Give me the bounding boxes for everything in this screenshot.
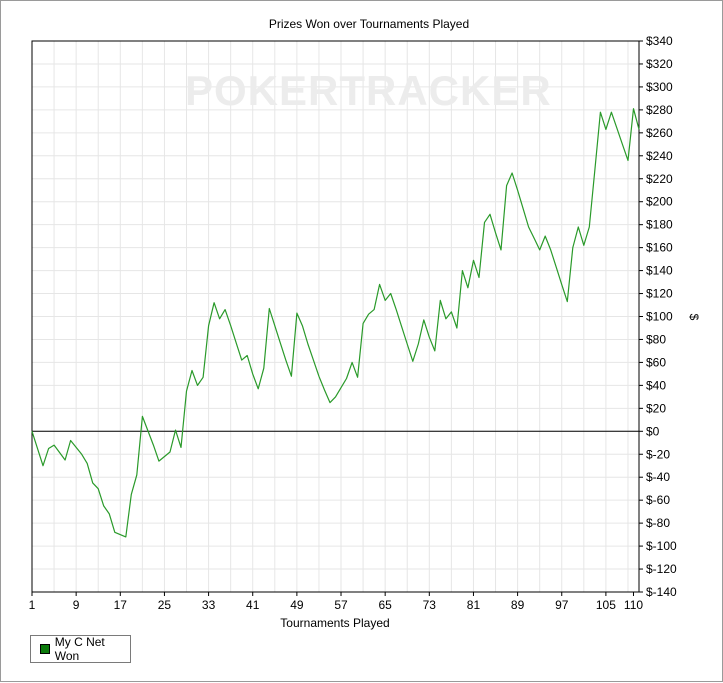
x-tick-label: 57	[334, 598, 348, 612]
y-tick-label: $60	[646, 355, 666, 369]
y-tick-label: $-100	[646, 539, 677, 553]
x-tick-label: 97	[555, 598, 569, 612]
y-tick-label: $-120	[646, 562, 677, 576]
y-tick-label: $160	[646, 241, 673, 255]
y-tick-label: $220	[646, 172, 673, 186]
pokertracker-watermark: POKERTRACKER	[185, 67, 552, 114]
x-tick-label: 49	[290, 598, 304, 612]
y-tick-label: $140	[646, 264, 673, 278]
x-tick-label: 105	[596, 598, 616, 612]
x-tick-label: 41	[246, 598, 260, 612]
y-tick-label: $340	[646, 34, 673, 48]
x-tick-label: 33	[202, 598, 216, 612]
y-tick-label: $240	[646, 149, 673, 163]
legend-label: My C Net Won	[54, 635, 105, 663]
x-tick-label: 1	[29, 598, 36, 612]
y-tick-label: $320	[646, 57, 673, 71]
legend: My C Net Won	[30, 635, 131, 663]
y-tick-label: $-20	[646, 447, 670, 461]
x-tick-label: 25	[158, 598, 172, 612]
y-tick-label: $80	[646, 332, 666, 346]
y-tick-label: $-40	[646, 470, 670, 484]
x-tick-label: 81	[467, 598, 481, 612]
y-tick-label: $200	[646, 195, 673, 209]
y-tick-label: $280	[646, 103, 673, 117]
x-tick-label: 17	[114, 598, 128, 612]
chart-title: Prizes Won over Tournaments Played	[269, 17, 469, 31]
y-tick-label: $0	[646, 424, 660, 438]
plot-area: $340 $320 $300 $280 $260 $240 $220 $200 $180 $160…	[29, 34, 677, 612]
x-tick-label: 65	[378, 598, 392, 612]
y-axis-label: $	[687, 314, 701, 321]
y-tick-label: $180	[646, 218, 673, 232]
y-tick-label: $20	[646, 401, 666, 415]
x-tick-label: 110	[624, 598, 643, 612]
y-tick-label: $300	[646, 80, 673, 94]
y-tick-label: $120	[646, 287, 673, 301]
series-line-my-c-net-won	[31, 108, 640, 538]
x-tick-label: 89	[511, 598, 525, 612]
legend-swatch	[40, 644, 50, 654]
y-tick-label: $-140	[646, 585, 677, 599]
y-tick-label: $-60	[646, 493, 670, 507]
y-tick-label: $260	[646, 126, 673, 140]
y-tick-label: $-80	[646, 516, 670, 530]
x-tick-label: 9	[73, 598, 80, 612]
x-axis-label: Tournaments Played	[280, 616, 389, 630]
y-tick-label: $100	[646, 310, 673, 324]
y-tick-label: $40	[646, 378, 666, 392]
x-tick-label: 73	[423, 598, 437, 612]
